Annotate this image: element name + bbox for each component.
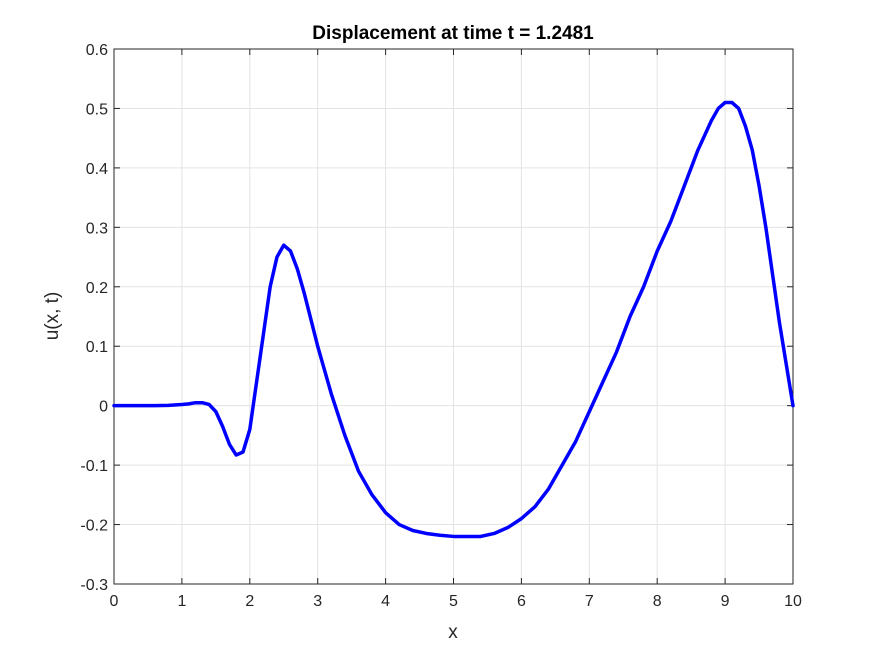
- y-tick-label: 0.6: [86, 42, 108, 59]
- x-tick-label: 3: [313, 593, 322, 610]
- x-tick-label: 6: [517, 593, 526, 610]
- x-tick-label: 8: [653, 593, 662, 610]
- y-tick-label: 0.5: [86, 101, 108, 118]
- y-tick-labels: -0.3 -0.2 -0.1 0 0.1 0.2 0.3 0.4 0.5 0.6: [80, 42, 108, 594]
- x-tick-label: 10: [784, 593, 802, 610]
- y-tick-label: -0.2: [80, 518, 108, 535]
- x-tick-label: 9: [721, 593, 730, 610]
- series-line: [112, 100, 795, 539]
- x-axis-label: x: [448, 622, 458, 643]
- y-tick-label: -0.1: [80, 458, 108, 475]
- chart-title: Displacement at time t = 1.2481: [312, 23, 594, 44]
- y-tick-label: 0.2: [86, 280, 108, 297]
- y-tick-label: 0.4: [86, 161, 108, 178]
- x-tick-labels: 0 1 2 3 4 5 6 7 8 9 10: [110, 593, 802, 610]
- y-axis-label: u(x, t): [42, 292, 63, 341]
- y-tick-label: 0.3: [86, 220, 108, 237]
- x-tick-label: 0: [110, 593, 119, 610]
- x-tick-label: 2: [245, 593, 254, 610]
- x-tick-label: 4: [381, 593, 390, 610]
- axis-ticks: [113, 48, 794, 585]
- x-tick-label: 7: [585, 593, 594, 610]
- y-tick-label: 0.1: [86, 339, 108, 356]
- y-tick-label: -0.3: [80, 577, 108, 594]
- y-tick-label: 0: [99, 399, 108, 416]
- x-tick-label: 5: [449, 593, 458, 610]
- x-tick-label: 1: [177, 593, 186, 610]
